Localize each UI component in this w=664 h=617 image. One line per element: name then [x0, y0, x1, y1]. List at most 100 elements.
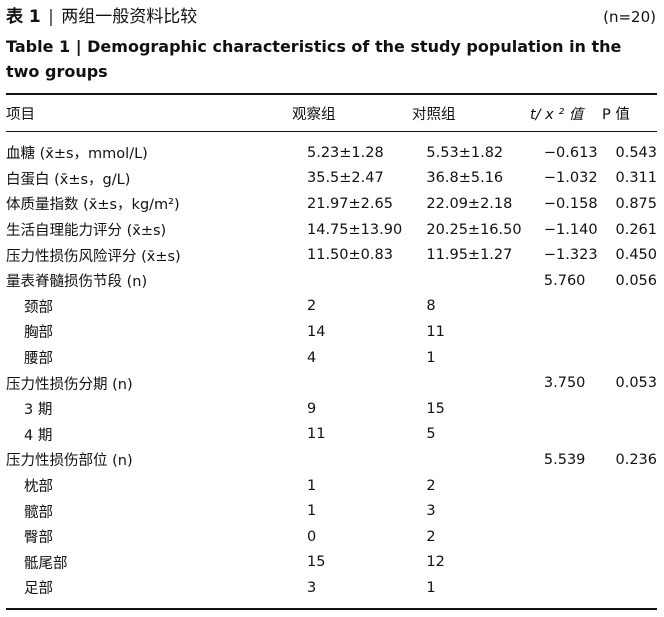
row-control-value: 36.8±5.16 — [426, 170, 504, 187]
row-observation-value: 1 — [307, 477, 317, 494]
row-control-value: 2 — [426, 528, 436, 545]
row-p-value — [615, 550, 657, 576]
caption-sample-size: (n=20) — [603, 8, 656, 26]
row-p-value — [615, 396, 657, 422]
header-control-group: 对照组 — [412, 106, 456, 123]
row-observation-value: 21.97±2.65 — [307, 195, 393, 212]
table-top-rule — [6, 93, 657, 95]
row-statistic-value — [544, 575, 616, 601]
table-row: 白蛋白 (x̄±s，g/L) 35.5±2.47 36.8±5.16 −1.032 0.… — [6, 166, 657, 192]
row-p-value: 0.875 — [615, 195, 657, 212]
row-observation-value: 11 — [307, 426, 326, 443]
header-test-statistic: t/ x ² 值 — [530, 106, 584, 123]
row-p-value: 0.311 — [615, 170, 657, 187]
table-row: 生活自理能力评分 (x̄±s) 14.75±13.90 20.25±16.50 −1.… — [6, 217, 657, 243]
table-header-rule — [6, 131, 657, 132]
row-control-value: 11 — [426, 323, 445, 340]
row-statistic-value — [544, 498, 616, 524]
row-control-value: 11.95±1.27 — [426, 247, 513, 264]
row-p-value — [615, 524, 657, 550]
row-observation-value: 1 — [307, 503, 317, 520]
row-control-value — [426, 370, 543, 396]
row-p-value: 0.543 — [615, 144, 657, 161]
row-item-label: 白蛋白 (x̄±s，g/L) — [6, 171, 131, 188]
row-observation-value: 2 — [307, 298, 317, 315]
row-item-label: 髋部 — [24, 504, 53, 521]
row-statistic-value — [544, 550, 616, 576]
header-item: 项目 — [6, 106, 35, 123]
table-bottom-rule — [6, 608, 657, 610]
table-caption-en: Table 1 | Demographic characteristics of… — [6, 34, 656, 84]
row-statistic-value — [544, 345, 616, 371]
caption-en-separator: | — [75, 37, 82, 56]
row-control-value: 8 — [426, 298, 436, 315]
table-row: 血糖 (x̄±s，mmol/L) 5.23±1.28 5.53±1.82 −0.613… — [6, 140, 657, 166]
row-p-value — [615, 575, 657, 601]
row-p-value: 0.056 — [615, 272, 657, 289]
row-control-value: 20.25±16.50 — [426, 221, 522, 238]
row-p-value — [615, 498, 657, 524]
row-observation-value — [307, 447, 426, 473]
row-observation-value — [307, 370, 426, 396]
table-body: 血糖 (x̄±s，mmol/L) 5.23±1.28 5.53±1.82 −0.613… — [6, 140, 657, 601]
row-p-value: 0.053 — [615, 375, 657, 392]
row-observation-value: 35.5±2.47 — [307, 170, 384, 187]
row-statistic-value — [544, 319, 616, 345]
row-p-value: 0.261 — [615, 221, 657, 238]
row-item-label: 压力性损伤分期 (n) — [6, 376, 133, 393]
row-observation-value: 14.75±13.90 — [307, 221, 403, 238]
row-observation-value: 4 — [307, 349, 317, 366]
caption-cn-label: 表 1 — [6, 7, 41, 27]
table-row: 量表脊髓损伤节段 (n) 5.760 0.056 — [6, 268, 657, 294]
table-row: 臀部 0 2 — [6, 524, 657, 550]
row-observation-value: 15 — [307, 554, 326, 571]
row-p-value — [615, 473, 657, 499]
row-p-value — [615, 294, 657, 320]
caption-cn-separator: | — [48, 7, 54, 27]
row-statistic-value — [544, 422, 616, 448]
row-observation-value: 3 — [307, 579, 317, 596]
row-control-value: 3 — [426, 503, 436, 520]
row-item-label: 腰部 — [24, 351, 53, 368]
row-statistic-value: 3.750 — [543, 375, 586, 392]
header-p-value: P 值 — [602, 106, 630, 123]
table-row: 3 期 9 15 — [6, 396, 657, 422]
row-observation-value: 5.23±1.28 — [307, 144, 384, 161]
row-item-label: 足部 — [24, 581, 53, 598]
table-row: 压力性损伤分期 (n) 3.750 0.053 — [6, 370, 657, 396]
row-control-value: 12 — [426, 554, 445, 571]
table-row: 枕部 1 2 — [6, 473, 657, 499]
row-statistic-value — [544, 524, 616, 550]
table-row: 压力性损伤风险评分 (x̄±s) 11.50±0.83 11.95±1.27 −1.3… — [6, 242, 657, 268]
row-control-value: 15 — [426, 400, 445, 417]
header-observation-group: 观察组 — [292, 106, 336, 123]
table-row: 骶尾部 15 12 — [6, 550, 657, 576]
row-control-value — [426, 268, 543, 294]
row-item-label: 4 期 — [24, 427, 53, 444]
row-item-label: 臀部 — [24, 530, 53, 547]
row-statistic-value: 5.539 — [543, 451, 586, 468]
row-p-value: 0.236 — [615, 451, 657, 468]
row-statistic-value: −0.158 — [543, 195, 598, 212]
row-p-value — [615, 422, 657, 448]
table-header: 项目 观察组 对照组 t/ x ² 值 P 值 — [6, 99, 630, 127]
header-row: 项目 观察组 对照组 t/ x ² 值 P 值 — [6, 99, 630, 127]
row-observation-value: 9 — [307, 400, 317, 417]
row-p-value: 0.450 — [615, 247, 657, 264]
row-item-label: 压力性损伤风险评分 (x̄±s) — [6, 248, 181, 265]
row-item-label: 压力性损伤部位 (n) — [6, 453, 133, 470]
row-p-value — [615, 319, 657, 345]
row-statistic-value — [544, 396, 616, 422]
table-caption-cn: 表 1 | 两组一般资料比较 (n=20) — [6, 6, 656, 28]
table-row: 4 期 11 5 — [6, 422, 657, 448]
row-statistic-value — [544, 473, 616, 499]
table-row: 压力性损伤部位 (n) 5.539 0.236 — [6, 447, 657, 473]
table-row: 腰部 4 1 — [6, 345, 657, 371]
row-control-value: 5 — [426, 426, 436, 443]
row-control-value: 5.53±1.82 — [426, 144, 504, 161]
table-row: 胸部 14 11 — [6, 319, 657, 345]
row-item-label: 体质量指数 (x̄±s，kg/m²) — [6, 197, 180, 214]
row-observation-value: 14 — [307, 323, 326, 340]
row-control-value: 1 — [426, 349, 436, 366]
table-row: 足部 3 1 — [6, 575, 657, 601]
